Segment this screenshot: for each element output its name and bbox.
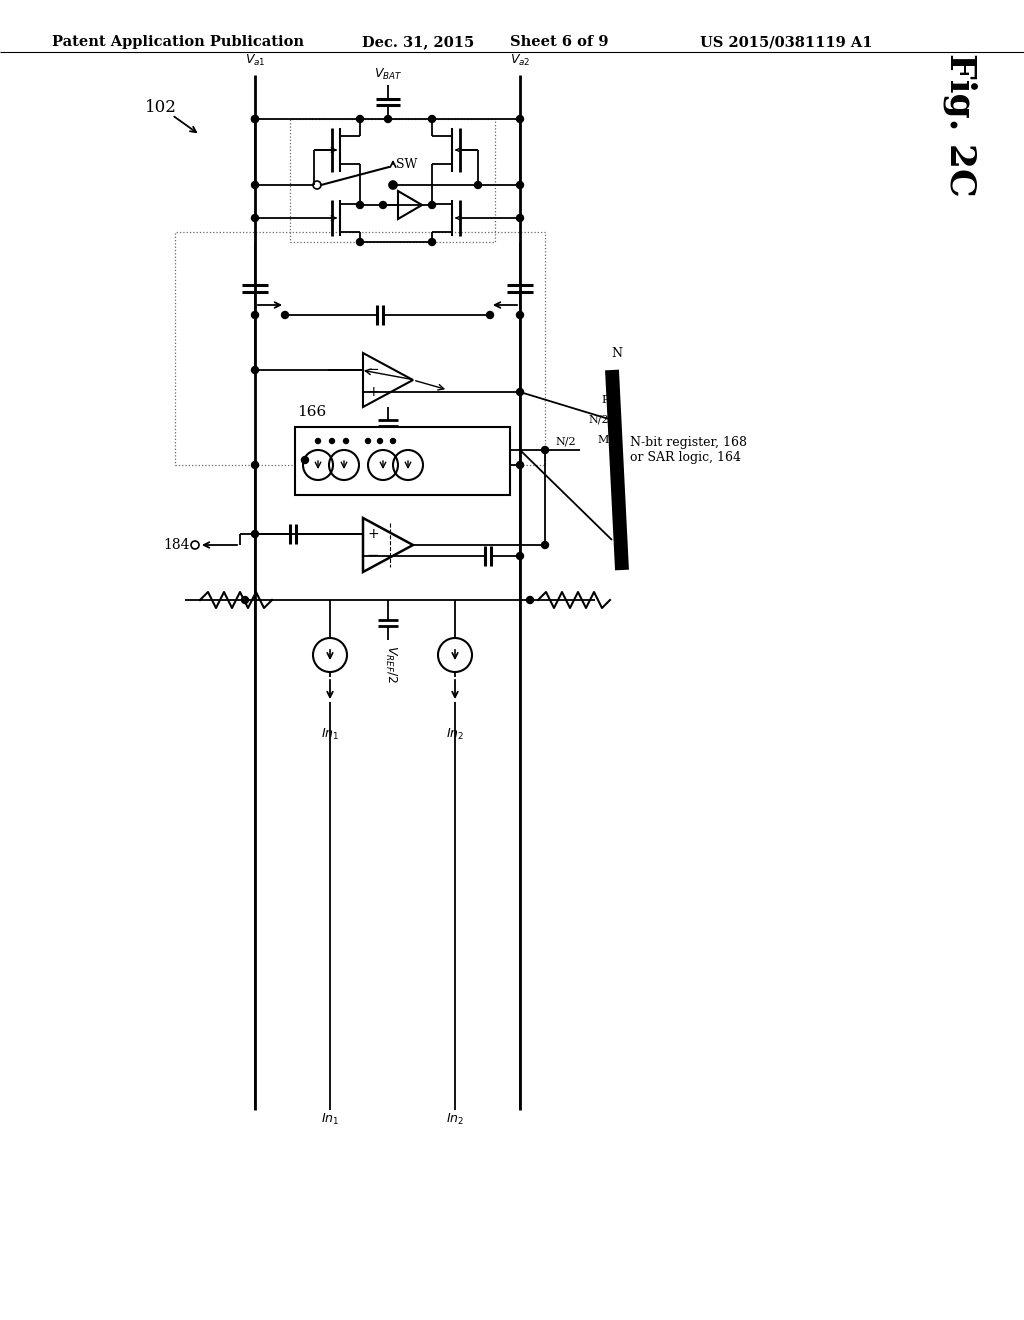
Circle shape — [516, 312, 523, 318]
Text: M: M — [598, 436, 609, 445]
Bar — [295, 426, 510, 495]
Circle shape — [252, 531, 258, 537]
Circle shape — [252, 116, 258, 123]
Circle shape — [366, 438, 371, 444]
Circle shape — [252, 116, 258, 123]
Circle shape — [380, 202, 386, 209]
Circle shape — [330, 438, 335, 444]
Circle shape — [428, 116, 435, 123]
Text: +: + — [368, 385, 379, 399]
Circle shape — [516, 462, 523, 469]
Circle shape — [242, 597, 249, 603]
Text: 166: 166 — [297, 405, 327, 418]
Circle shape — [390, 438, 395, 444]
Bar — [290, 119, 495, 242]
Text: $In_1$: $In_1$ — [321, 1111, 339, 1127]
Circle shape — [252, 312, 258, 318]
Circle shape — [516, 214, 523, 222]
Text: $V_{BAT}/2$: $V_{BAT}/2$ — [385, 426, 400, 466]
Text: $V_{a2}$: $V_{a2}$ — [510, 53, 530, 69]
Circle shape — [389, 181, 396, 189]
Circle shape — [542, 541, 549, 549]
Circle shape — [474, 181, 481, 189]
Text: $In_1$: $In_1$ — [321, 727, 339, 742]
Circle shape — [384, 116, 391, 123]
Circle shape — [315, 438, 321, 444]
Circle shape — [301, 457, 308, 463]
Text: −: − — [367, 363, 379, 378]
Text: US 2015/0381119 A1: US 2015/0381119 A1 — [700, 36, 872, 49]
Circle shape — [356, 116, 364, 123]
Circle shape — [516, 116, 523, 123]
Text: P: P — [601, 395, 609, 405]
Circle shape — [252, 367, 258, 374]
Text: N: N — [611, 347, 623, 360]
Text: Dec. 31, 2015: Dec. 31, 2015 — [362, 36, 474, 49]
Text: $In_2$: $In_2$ — [445, 727, 464, 742]
Circle shape — [516, 553, 523, 560]
Text: SW: SW — [396, 158, 418, 172]
Text: N-bit register, 168
or SAR logic, 164: N-bit register, 168 or SAR logic, 164 — [630, 436, 746, 465]
Text: $V_{BAT}$: $V_{BAT}$ — [374, 67, 402, 82]
Text: Sheet 6 of 9: Sheet 6 of 9 — [510, 36, 608, 49]
Circle shape — [486, 312, 494, 318]
Circle shape — [282, 312, 289, 318]
Circle shape — [356, 239, 364, 246]
Text: 102: 102 — [145, 99, 177, 116]
Text: $In_2$: $In_2$ — [445, 1111, 464, 1127]
Circle shape — [428, 202, 435, 209]
Circle shape — [252, 214, 258, 222]
Text: 184: 184 — [164, 539, 190, 552]
Text: +: + — [368, 527, 379, 541]
Circle shape — [542, 446, 549, 454]
Circle shape — [428, 239, 435, 246]
Text: $V_{a1}$: $V_{a1}$ — [245, 53, 265, 69]
Text: Fig. 2C: Fig. 2C — [943, 53, 977, 197]
Text: Patent Application Publication: Patent Application Publication — [52, 36, 304, 49]
Circle shape — [356, 202, 364, 209]
Circle shape — [516, 388, 523, 396]
Circle shape — [343, 438, 348, 444]
Circle shape — [516, 181, 523, 189]
Text: $V_{REF}/2$: $V_{REF}/2$ — [383, 645, 398, 682]
Text: N/2: N/2 — [555, 437, 575, 447]
Circle shape — [252, 462, 258, 469]
Circle shape — [378, 438, 383, 444]
Bar — [175, 232, 545, 465]
Circle shape — [252, 181, 258, 189]
Circle shape — [526, 597, 534, 603]
Text: −: − — [367, 549, 379, 564]
Text: N/2: N/2 — [589, 414, 609, 425]
